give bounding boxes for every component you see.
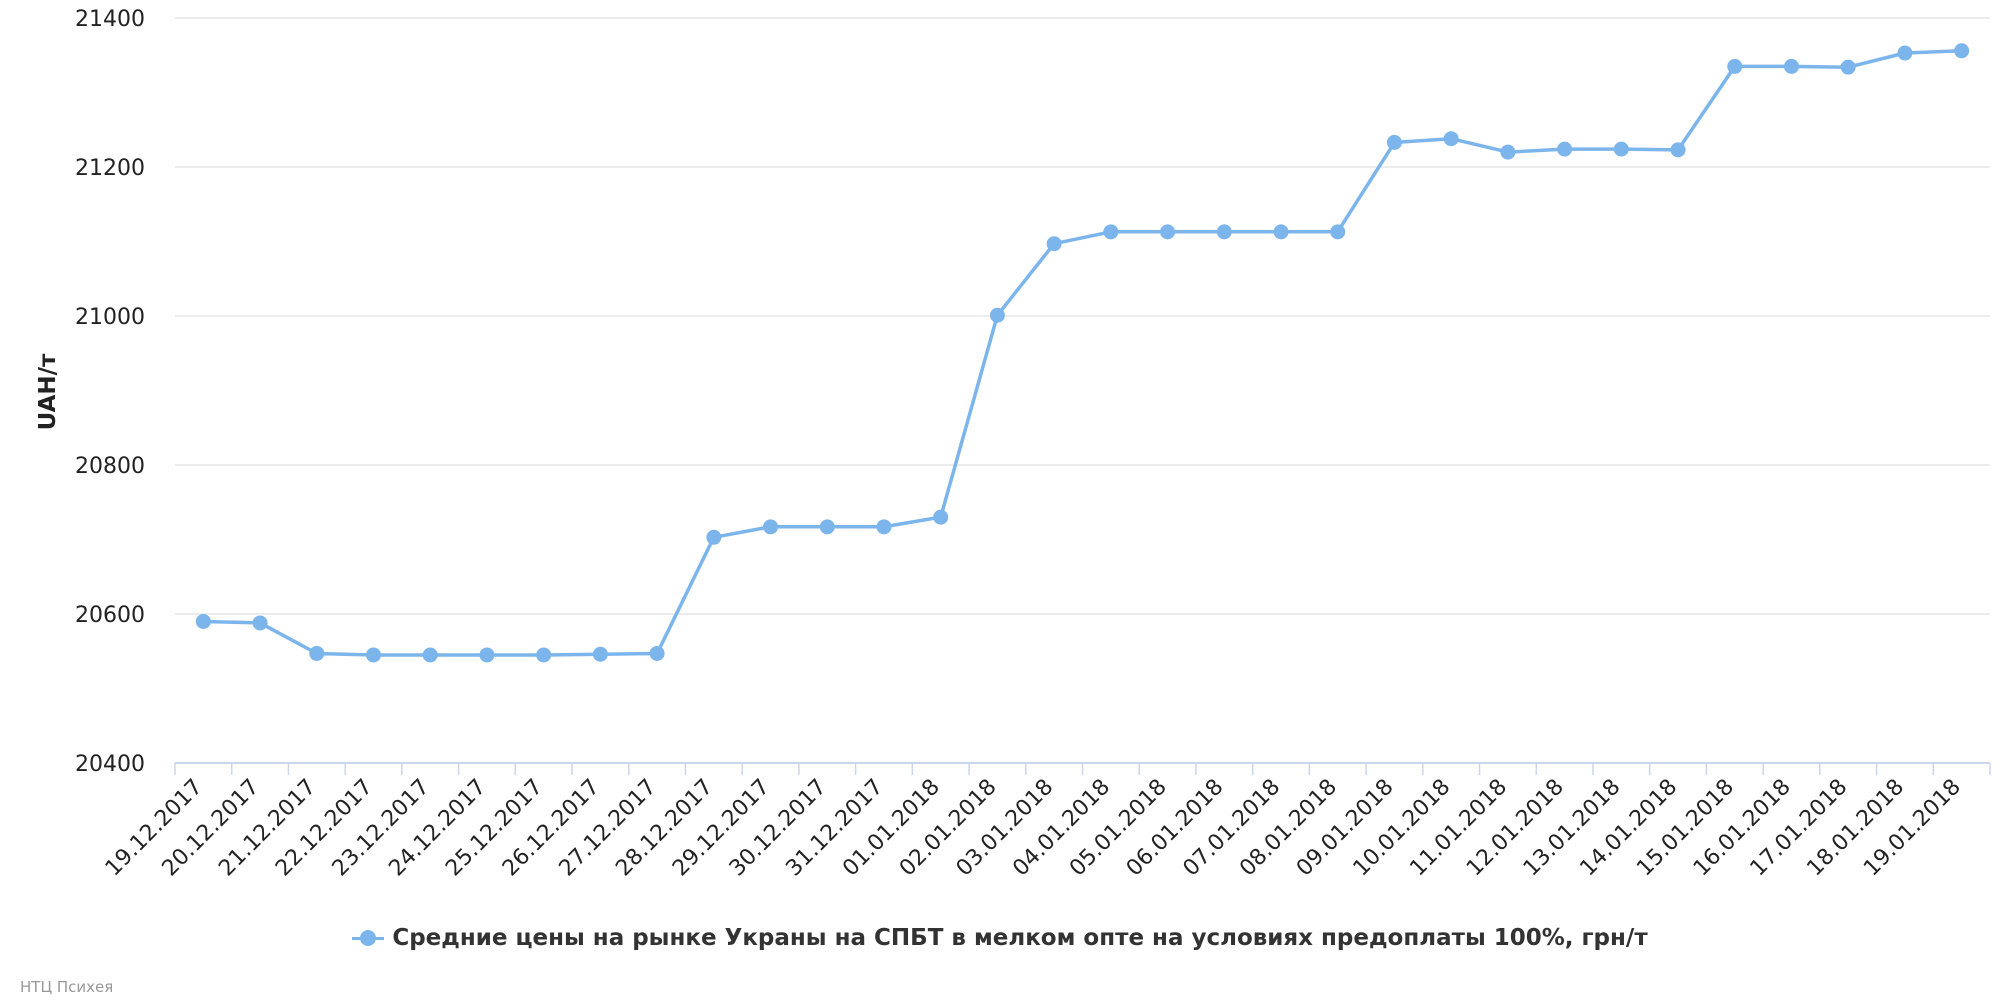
data-point[interactable]: [763, 519, 779, 535]
y-axis-ticks: 20400 20600 20800 21000 21200 21400: [75, 7, 145, 777]
data-point[interactable]: [876, 519, 892, 535]
legend: Средние цены на рынке Украны на СПБТ в м…: [0, 925, 2000, 952]
y-tick-label: 20400: [75, 752, 145, 777]
data-point[interactable]: [1954, 43, 1970, 59]
data-point[interactable]: [592, 646, 608, 662]
data-point[interactable]: [1330, 224, 1346, 240]
data-point[interactable]: [479, 647, 495, 663]
data-point[interactable]: [1273, 224, 1289, 240]
data-point[interactable]: [1386, 134, 1402, 150]
data-point[interactable]: [1840, 59, 1856, 75]
y-axis-title: UAH/т: [35, 353, 61, 430]
data-point[interactable]: [649, 645, 665, 661]
data-point[interactable]: [1557, 141, 1573, 157]
gridlines: [175, 17, 1990, 615]
y-tick-label: 20800: [75, 454, 145, 479]
series-line: [203, 49, 1962, 657]
data-point[interactable]: [1783, 58, 1799, 74]
data-point[interactable]: [1216, 224, 1232, 240]
data-point[interactable]: [1500, 144, 1516, 160]
data-point[interactable]: [1670, 142, 1686, 158]
data-point[interactable]: [195, 613, 211, 629]
data-point[interactable]: [1160, 224, 1176, 240]
data-point[interactable]: [706, 529, 722, 545]
data-point[interactable]: [819, 519, 835, 535]
data-points: [195, 43, 1970, 663]
y-tick-label: 21000: [75, 305, 145, 330]
data-point[interactable]: [1727, 58, 1743, 74]
data-point[interactable]: [933, 509, 949, 525]
credits[interactable]: НТЦ Психея: [20, 978, 114, 996]
legend-item[interactable]: Средние цены на рынке Украны на СПБТ в м…: [352, 925, 1648, 951]
legend-marker-icon: [352, 928, 385, 948]
data-point[interactable]: [366, 647, 382, 663]
legend-label: Средние цены на рынке Украны на СПБТ в м…: [392, 925, 1648, 951]
y-tick-label: 21200: [75, 156, 145, 181]
data-point[interactable]: [1443, 131, 1459, 147]
data-point[interactable]: [1613, 141, 1629, 157]
data-point[interactable]: [1103, 224, 1119, 240]
x-axis: 19.12.201720.12.201721.12.201722.12.2017…: [101, 762, 1991, 882]
data-point[interactable]: [422, 647, 438, 663]
y-tick-label: 20600: [75, 603, 145, 628]
data-point[interactable]: [252, 615, 268, 631]
data-point[interactable]: [536, 647, 552, 663]
data-point[interactable]: [1897, 45, 1913, 61]
y-tick-label: 21400: [75, 7, 145, 32]
data-point[interactable]: [309, 645, 325, 661]
x-tick-label: 19.12.2017: [101, 775, 208, 882]
data-point[interactable]: [989, 307, 1005, 323]
data-point[interactable]: [1046, 236, 1062, 252]
